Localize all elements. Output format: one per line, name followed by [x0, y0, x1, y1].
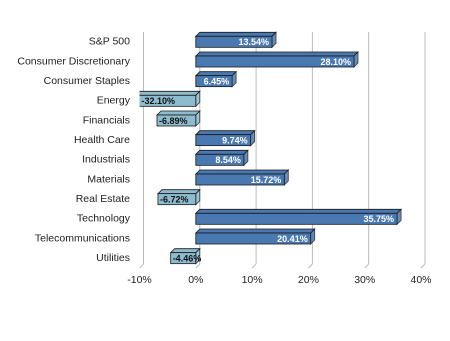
data-label: 28.10% — [320, 57, 351, 67]
data-label: -6.89% — [159, 116, 188, 126]
grid-depth — [195, 263, 201, 269]
data-label: 6.45% — [204, 77, 230, 87]
bar-top — [169, 248, 201, 254]
y-tick-label: Industrials — [82, 154, 130, 166]
data-label: -6.72% — [160, 195, 189, 205]
bar-top — [194, 149, 249, 155]
bar — [195, 153, 245, 166]
bar — [170, 252, 197, 265]
x-tick-label: 40% — [410, 274, 431, 286]
bar — [195, 55, 355, 68]
data-label: 9.74% — [222, 136, 248, 146]
data-label: -4.46% — [173, 254, 202, 264]
bar-top — [194, 169, 290, 175]
y-tick-label: S&P 500 — [89, 36, 130, 48]
data-label: 20.41% — [277, 234, 308, 244]
y-tick-label: Real Estate — [76, 193, 130, 205]
y-tick-label: Consumer Staples — [44, 75, 130, 87]
y-tick-label: Financials — [83, 114, 130, 126]
grid-depth — [364, 263, 370, 269]
bar — [195, 212, 398, 225]
data-label: 13.54% — [238, 37, 269, 47]
x-tick-label: 10% — [242, 274, 263, 286]
bar — [156, 114, 197, 127]
grid-depth — [308, 263, 313, 269]
bar — [195, 35, 273, 48]
x-tick-label: 20% — [298, 274, 319, 286]
x-tick-label: -10% — [127, 274, 152, 286]
bar-top — [194, 51, 359, 57]
bars — [139, 31, 403, 265]
data-label: 15.72% — [251, 175, 282, 185]
bar-top — [157, 189, 201, 195]
bar — [195, 75, 233, 88]
x-tick-label: 0% — [188, 274, 203, 286]
grid-depth — [420, 263, 426, 269]
labels: -10% 0% 10% 20% 30% 40% S&P 500 13.54% Consumer … — [17, 36, 431, 286]
y-tick-label: Materials — [87, 173, 130, 185]
grid-depth — [139, 263, 144, 269]
y-tick-label: Telecommunications — [35, 232, 130, 244]
y-tick-label: Energy — [97, 95, 131, 107]
bar-top — [194, 228, 316, 234]
grid — [139, 32, 426, 269]
bar-top — [194, 130, 256, 136]
data-label: -32.10% — [142, 96, 176, 106]
bar — [157, 193, 197, 206]
bar-top — [194, 71, 238, 77]
grid-depth — [251, 263, 257, 269]
bar-top — [194, 208, 403, 214]
bar — [195, 134, 252, 147]
y-tick-label: Consumer Discretionary — [17, 55, 130, 67]
y-tick-label: Technology — [77, 213, 131, 225]
data-label: 8.54% — [215, 155, 241, 165]
bar — [139, 94, 197, 107]
bar-top — [194, 31, 277, 37]
bar-top — [156, 110, 201, 116]
y-tick-label: Utilities — [96, 252, 130, 264]
y-tick-label: Health Care — [74, 134, 130, 146]
bar — [195, 173, 285, 186]
x-tick-label: 30% — [354, 274, 375, 286]
bar — [195, 232, 312, 245]
data-label: 35.75% — [364, 214, 395, 224]
